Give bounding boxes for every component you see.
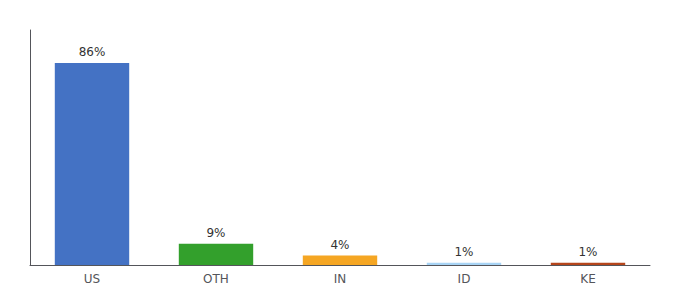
svg-text:1%: 1% bbox=[454, 245, 473, 259]
svg-text:4%: 4% bbox=[330, 238, 349, 252]
svg-text:OTH: OTH bbox=[203, 272, 229, 286]
svg-text:KE: KE bbox=[580, 272, 595, 286]
svg-text:US: US bbox=[84, 272, 100, 286]
svg-text:ID: ID bbox=[458, 272, 471, 286]
svg-text:IN: IN bbox=[334, 272, 347, 286]
svg-text:86%: 86% bbox=[79, 45, 106, 59]
svg-text:1%: 1% bbox=[578, 245, 597, 259]
svg-text:9%: 9% bbox=[206, 226, 225, 240]
